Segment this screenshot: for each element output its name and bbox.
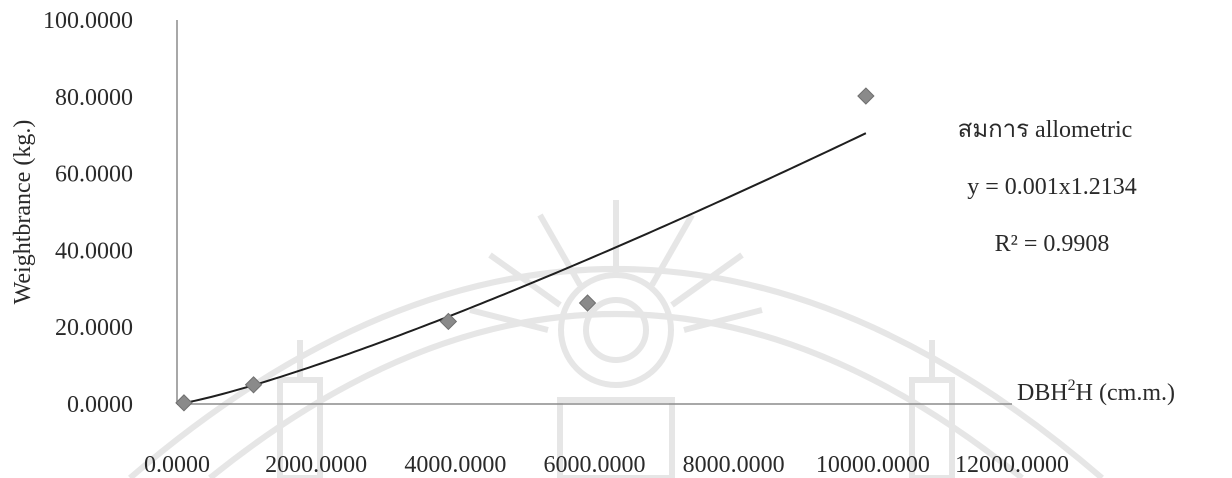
data-points (175, 87, 875, 412)
data-point (175, 394, 193, 412)
watermark-emblem (128, 200, 1104, 478)
x-axis-title-rest: H (cm.m.) (1076, 380, 1175, 406)
y-tick-label: 100.0000 (43, 8, 133, 34)
y-tick-label: 80.0000 (55, 85, 133, 111)
x-tick-label: 4000.0000 (404, 452, 506, 478)
y-tick-label: 60.0000 (55, 162, 133, 188)
equation-label: สมการ allometric (958, 117, 1133, 143)
y-tick-label: 20.0000 (55, 315, 133, 341)
x-axis-title-main: DBH (1017, 380, 1068, 406)
x-axis-title: DBH2H (cm.m.) (1017, 377, 1175, 406)
r-squared: R² = 0.9908 (995, 231, 1110, 257)
data-point (244, 376, 263, 394)
x-tick-label: 8000.0000 (683, 452, 785, 478)
axes (176, 20, 1012, 405)
x-axis-title-sup: 2 (1068, 377, 1076, 394)
data-point (578, 294, 597, 312)
x-tick-label: 6000.0000 (544, 452, 646, 478)
y-tick-labels: 0.0000 20.0000 40.0000 60.0000 80.0000 100.00… (43, 8, 133, 418)
y-axis-title: Weightbrance (kg.) (10, 120, 36, 305)
x-tick-label: 10000.0000 (816, 452, 930, 478)
x-tick-labels: 0.0000 2000.0000 4000.0000 6000.0000 8000.00… (144, 452, 1069, 478)
y-tick-label: 40.0000 (55, 238, 133, 264)
power-trendline (176, 132, 867, 405)
y-tick-label: 0.0000 (67, 392, 133, 418)
data-point (857, 87, 875, 105)
equation-formula: y = 0.001x1.2134 (967, 174, 1137, 200)
x-tick-label: 2000.0000 (265, 452, 367, 478)
x-tick-label: 12000.0000 (955, 452, 1069, 478)
data-point (439, 312, 458, 331)
x-tick-label: 0.0000 (144, 452, 210, 478)
equation-annotation: สมการ allometric y = 0.001x1.2134 R² = 0… (958, 117, 1137, 257)
